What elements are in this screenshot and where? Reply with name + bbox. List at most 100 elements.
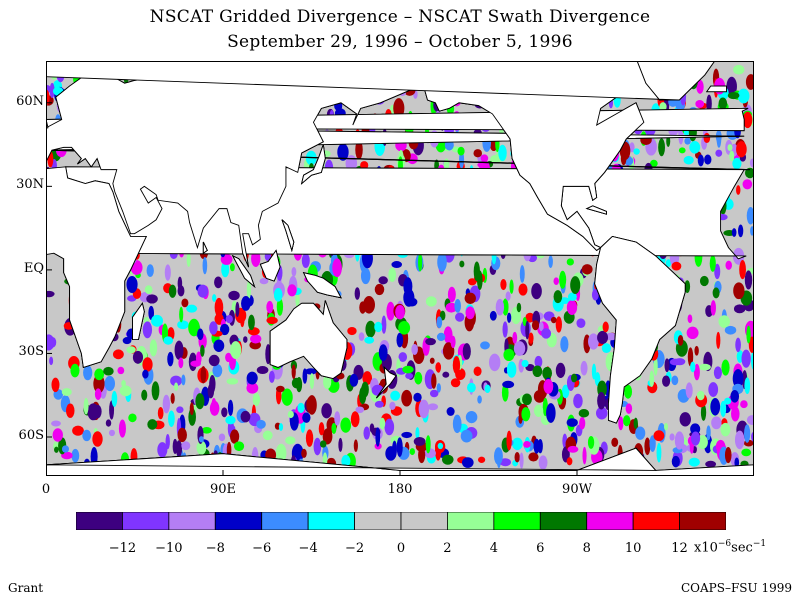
divergence-patch: [518, 283, 528, 296]
colorbar-tick-label: 0: [396, 541, 406, 556]
colorbar-swatch: [214, 512, 263, 530]
divergence-patch: [436, 362, 441, 373]
divergence-patch: [360, 161, 369, 170]
divergence-patch: [301, 448, 307, 458]
divergence-patch: [226, 378, 239, 385]
divergence-patch: [246, 371, 258, 385]
divergence-patch: [49, 356, 54, 366]
divergence-patch: [384, 418, 395, 436]
divergence-patch: [268, 370, 275, 383]
divergence-patch: [198, 436, 204, 443]
divergence-patch: [533, 404, 544, 417]
divergence-patch: [122, 337, 132, 345]
divergence-patch: [201, 427, 212, 434]
colorbar-tick-label: 6: [536, 541, 545, 556]
divergence-patch: [597, 330, 609, 344]
colorbar-tick-label: −10: [155, 541, 183, 556]
divergence-patch: [94, 388, 102, 400]
divergence-patch: [353, 439, 358, 452]
divergence-patch: [666, 135, 671, 147]
divergence-patch: [467, 382, 476, 393]
divergence-patch: [674, 358, 686, 366]
divergence-patch: [266, 316, 278, 325]
divergence-patch: [597, 392, 606, 410]
divergence-patch: [490, 154, 502, 164]
divergence-patch: [528, 332, 534, 344]
divergence-patch: [415, 427, 420, 440]
divergence-patch: [355, 140, 363, 160]
divergence-patch: [186, 304, 198, 313]
divergence-patch: [543, 379, 554, 394]
land-polygon: [46, 447, 657, 476]
divergence-patch: [402, 365, 414, 374]
divergence-patch: [132, 350, 144, 364]
divergence-patch: [72, 425, 84, 436]
divergence-patch: [560, 336, 569, 353]
divergence-patch: [149, 339, 158, 357]
divergence-patch: [734, 430, 745, 450]
divergence-patch: [389, 401, 396, 410]
divergence-patch: [418, 399, 430, 419]
divergence-patch: [170, 375, 182, 387]
divergence-patch: [454, 298, 461, 313]
divergence-patch: [214, 297, 224, 318]
land-polygon: [705, 85, 727, 93]
divergence-patch: [653, 430, 665, 442]
divergence-patch: [488, 353, 501, 372]
land-polygon: [585, 205, 607, 215]
divergence-patch: [462, 343, 471, 360]
divergence-patch: [144, 285, 153, 295]
divergence-patch: [378, 344, 388, 362]
divergence-patch: [484, 384, 491, 394]
divergence-patch: [332, 258, 342, 278]
divergence-patch: [736, 185, 741, 195]
divergence-patch: [732, 369, 744, 389]
divergence-patch: [703, 132, 711, 144]
divergence-patch: [405, 372, 414, 379]
divergence-patch: [512, 437, 523, 451]
divergence-patch: [364, 336, 375, 344]
divergence-patch: [178, 357, 184, 369]
divergence-patch: [168, 410, 175, 427]
colorbar-swatch: [122, 512, 170, 530]
divergence-patch: [157, 407, 164, 420]
divergence-patch: [168, 284, 177, 298]
divergence-patch: [354, 287, 361, 300]
divergence-patch: [714, 263, 721, 280]
divergence-patch: [736, 141, 747, 158]
divergence-patch: [49, 82, 55, 98]
divergence-patch: [276, 297, 284, 316]
divergence-patch: [256, 366, 269, 374]
divergence-patch: [505, 291, 511, 301]
land-polygon: [231, 254, 256, 289]
divergence-patch: [450, 378, 461, 388]
divergence-patch: [721, 359, 730, 376]
divergence-patch: [573, 393, 583, 409]
divergence-patch: [720, 400, 727, 417]
divergence-patch: [291, 364, 296, 380]
divergence-patch: [322, 428, 333, 445]
divergence-patch: [548, 255, 553, 268]
lon-tick-label: 0: [41, 482, 51, 497]
divergence-patch: [500, 279, 507, 291]
divergence-patch: [174, 340, 184, 360]
colorbar-swatch: [539, 512, 588, 530]
colorbar-tick-label: −6: [252, 541, 272, 556]
divergence-patch: [664, 358, 670, 373]
divergence-patch: [445, 302, 458, 313]
divergence-patch: [567, 292, 577, 301]
divergence-patch: [228, 290, 240, 301]
divergence-patch: [690, 361, 696, 373]
divergence-patch: [147, 419, 158, 430]
land-polygon: [376, 366, 397, 399]
divergence-patch: [82, 429, 92, 442]
divergence-patch: [177, 285, 185, 297]
divergence-patch: [176, 406, 184, 414]
divergence-patch: [334, 411, 341, 426]
divergence-patch: [46, 290, 55, 298]
divergence-patch: [256, 419, 266, 429]
divergence-patch: [240, 410, 251, 423]
divergence-patch: [425, 296, 437, 307]
divergence-patch: [591, 363, 597, 380]
divergence-patch: [541, 328, 552, 339]
